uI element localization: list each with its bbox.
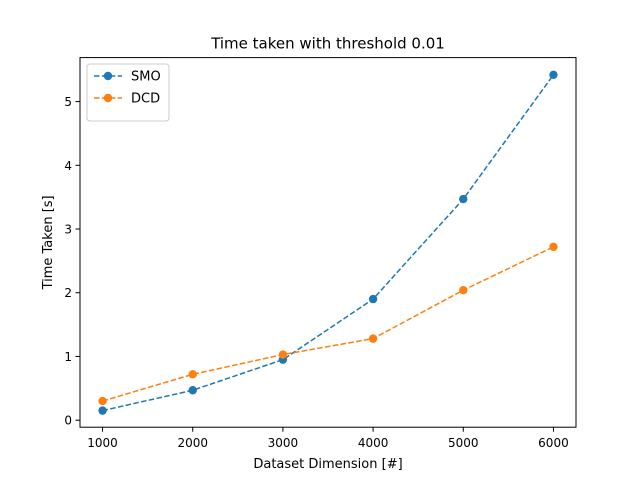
x-tick-label: 1000 <box>87 436 118 450</box>
legend-item-dcd: DCD <box>94 92 160 107</box>
data-point-dcd <box>278 350 288 359</box>
data-point-smo <box>368 294 378 304</box>
x-tick-label: 5000 <box>448 436 479 450</box>
data-point-smo <box>98 406 107 415</box>
y-axis-label: Time Taken [s] <box>41 195 56 290</box>
data-point-dcd <box>98 396 107 406</box>
legend-item-smo: SMO <box>94 70 161 85</box>
legend-marker-dcd <box>103 93 113 103</box>
series-line-smo <box>102 74 555 412</box>
x-axis-label: Dataset Dimension [#] <box>253 457 402 472</box>
legend-label-smo: SMO <box>131 70 161 85</box>
data-point-dcd <box>188 370 197 379</box>
series-dcd <box>98 242 558 406</box>
x-tick-label: 3000 <box>268 436 299 450</box>
series-smo <box>98 70 558 415</box>
y-tick-label: 0 <box>64 414 72 428</box>
legend: SMO DCD <box>86 63 170 122</box>
x-tick-label: 4000 <box>358 436 389 450</box>
data-point-smo <box>188 386 197 395</box>
legend-label-dcd: DCD <box>131 92 160 107</box>
legend-marker-smo <box>103 71 113 81</box>
axes-frame <box>79 57 577 428</box>
y-tick-label: 4 <box>64 159 72 173</box>
y-tick-label: 1 <box>64 350 72 364</box>
series-line-dcd <box>102 246 554 402</box>
chart-title: Time taken with threshold 0.01 <box>210 35 445 53</box>
x-tick-label: 6000 <box>538 436 569 450</box>
data-point-dcd <box>459 285 468 295</box>
y-tick-label: 5 <box>64 95 72 109</box>
data-point-smo <box>459 194 468 204</box>
data-point-dcd <box>368 334 378 343</box>
y-tick-label: 2 <box>64 286 72 300</box>
data-point-dcd <box>549 242 558 252</box>
data-point-smo <box>549 70 558 80</box>
x-tick-label: 2000 <box>177 436 208 450</box>
plot-area <box>98 70 558 415</box>
axis-ticks: 1000 2000 3000 4000 5000 6000 0 1 2 3 4 5 <box>64 95 568 450</box>
y-tick-label: 3 <box>64 223 72 237</box>
